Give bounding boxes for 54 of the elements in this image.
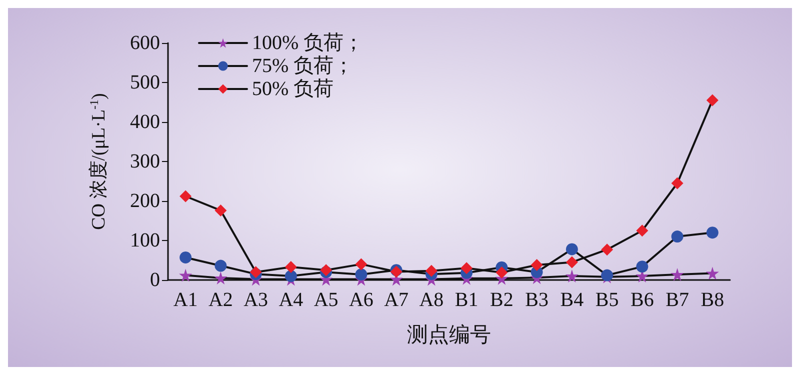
x-tick-label: A1 — [173, 289, 198, 311]
x-tick-label: B1 — [454, 289, 478, 311]
x-tick-label: B4 — [560, 289, 584, 311]
point — [496, 266, 508, 278]
point — [706, 226, 718, 239]
legend-label: 100% 负荷； — [252, 32, 364, 54]
y-tick-label: 400 — [130, 111, 160, 133]
x-tick-label: B8 — [700, 289, 724, 311]
point — [214, 260, 227, 272]
point — [180, 251, 192, 264]
y-tick-label: 600 — [130, 32, 160, 54]
x-tick-label: B3 — [525, 289, 548, 311]
point — [179, 268, 192, 282]
point — [706, 94, 718, 106]
x-tick-label: B5 — [595, 289, 619, 311]
point — [671, 177, 684, 190]
point — [601, 244, 614, 256]
point — [355, 258, 368, 270]
point — [530, 258, 543, 271]
x-tick-label: A2 — [208, 289, 233, 311]
y-tick-label: 300 — [130, 150, 160, 172]
x-tick-label: B7 — [666, 289, 689, 311]
point — [284, 260, 297, 273]
y-tick-label: 100 — [130, 230, 160, 252]
x-tick-label: B2 — [490, 289, 514, 311]
point — [180, 190, 192, 202]
point — [636, 224, 648, 237]
x-tick-label: A5 — [314, 289, 338, 311]
x-tick-label: A7 — [384, 289, 409, 311]
y-tick-label: 200 — [130, 190, 160, 212]
point — [566, 243, 578, 256]
x-axis-title: 测点编号 — [407, 322, 491, 346]
point — [565, 270, 578, 283]
point — [636, 260, 648, 273]
point — [566, 256, 578, 268]
y-tick-label: 500 — [130, 72, 160, 94]
x-tick-label: B6 — [630, 289, 654, 311]
legend-label: 50% 负荷 — [252, 78, 334, 100]
y-axis-title: CO 浓度/(μL·L-1) — [87, 93, 110, 230]
point — [284, 270, 297, 282]
x-tick-label: A6 — [348, 289, 374, 311]
point — [706, 266, 719, 280]
point — [355, 268, 368, 280]
point — [425, 264, 438, 277]
legend-label: 75% 负荷； — [252, 55, 354, 77]
point — [670, 268, 684, 281]
x-tick-label: A8 — [419, 289, 444, 311]
x-tick-label: A4 — [278, 289, 304, 311]
point — [671, 230, 684, 243]
y-tick-label: 0 — [150, 269, 160, 291]
point — [460, 262, 473, 274]
x-tick-label: A3 — [244, 289, 268, 311]
point — [214, 204, 227, 216]
point — [214, 272, 228, 285]
